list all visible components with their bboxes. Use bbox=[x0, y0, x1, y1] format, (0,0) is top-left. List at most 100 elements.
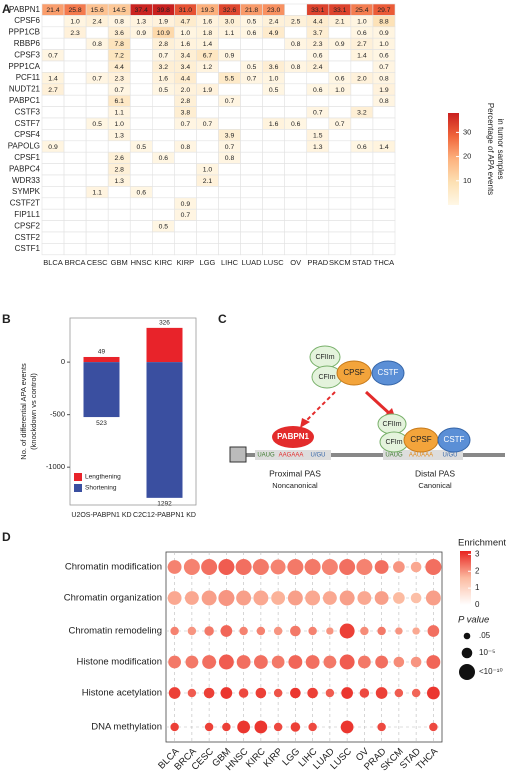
empty-cell bbox=[284, 208, 308, 221]
dot bbox=[425, 590, 441, 606]
empty-cell bbox=[196, 140, 219, 153]
row-label: Chromatin remodeling bbox=[69, 626, 162, 637]
cell-label: 0.5 bbox=[92, 121, 102, 128]
empty-cell bbox=[63, 49, 87, 62]
row-label: CSTF1 bbox=[15, 244, 41, 253]
element-label: AAGAAA bbox=[279, 453, 304, 459]
cell-label: 2.1 bbox=[335, 18, 345, 25]
empty-cell bbox=[372, 197, 396, 210]
row-label: PPP1CB bbox=[8, 28, 40, 37]
dot bbox=[183, 559, 200, 575]
cell-label: 15.6 bbox=[91, 7, 104, 14]
dot bbox=[339, 559, 356, 575]
dot bbox=[236, 590, 252, 606]
bar-segment bbox=[83, 356, 120, 363]
cell-label: 0.6 bbox=[379, 53, 389, 60]
row-label: PAPOLG bbox=[8, 142, 40, 151]
empty-cell bbox=[129, 220, 153, 233]
cell-label: 3.2 bbox=[159, 64, 169, 71]
empty-cell bbox=[129, 83, 153, 96]
y-axis-label: No. of differential APA events bbox=[19, 363, 28, 460]
cell-label: 0.5 bbox=[247, 64, 257, 71]
empty-cell bbox=[63, 231, 87, 244]
cell-label: 0.6 bbox=[313, 87, 323, 94]
exon-box bbox=[229, 446, 247, 463]
cell-label: 0.6 bbox=[357, 144, 367, 151]
cell-label: 1.1 bbox=[92, 189, 102, 196]
empty-cell bbox=[262, 151, 285, 164]
cell-label: 0.6 bbox=[313, 53, 323, 60]
dot bbox=[236, 655, 251, 669]
empty-cell bbox=[129, 72, 153, 85]
legend-title: P value bbox=[458, 615, 489, 626]
dot bbox=[253, 590, 269, 606]
empty-cell bbox=[240, 117, 263, 130]
empty-cell bbox=[372, 129, 396, 142]
cell-label: 1.0 bbox=[114, 121, 124, 128]
empty-cell bbox=[306, 94, 330, 107]
cstf-shape bbox=[437, 427, 471, 453]
row-label: PCF11 bbox=[16, 73, 41, 82]
dot bbox=[201, 590, 217, 606]
dot bbox=[326, 627, 334, 635]
empty-cell bbox=[196, 129, 219, 142]
empty-cell bbox=[174, 129, 197, 142]
dot bbox=[393, 656, 405, 668]
empty-cell bbox=[328, 197, 352, 210]
pas-subtitle: Noncanonical bbox=[272, 481, 318, 490]
empty-cell bbox=[306, 220, 330, 233]
cell-label: 0.9 bbox=[48, 144, 58, 151]
dot bbox=[287, 590, 303, 606]
empty-cell bbox=[63, 117, 87, 130]
empty-cell bbox=[240, 197, 263, 210]
dot bbox=[253, 655, 268, 669]
empty-cell bbox=[218, 117, 241, 130]
cell-label: 2.7 bbox=[48, 87, 58, 94]
arrow-head bbox=[300, 418, 310, 428]
empty-cell bbox=[196, 220, 219, 233]
dot bbox=[218, 559, 235, 575]
cell-label: 0.6 bbox=[291, 121, 301, 128]
empty-cell bbox=[63, 197, 87, 210]
cell-label: 3.7 bbox=[313, 30, 323, 37]
empty-cell bbox=[240, 174, 263, 187]
dot bbox=[168, 687, 181, 699]
pas-title: Distal PAS bbox=[415, 468, 455, 478]
cell-label: 1.6 bbox=[269, 121, 279, 128]
row-label: CPSF2 bbox=[14, 221, 40, 230]
dot bbox=[254, 720, 268, 734]
cell-label: 1.6 bbox=[159, 75, 169, 82]
column-label: PRAD bbox=[307, 258, 328, 267]
empty-cell bbox=[284, 243, 308, 256]
empty-cell bbox=[129, 231, 153, 244]
empty-cell bbox=[63, 186, 87, 199]
cell-label: 0.9 bbox=[225, 53, 235, 60]
column-label: LIHC bbox=[221, 258, 239, 267]
empty-cell bbox=[284, 26, 308, 39]
dot bbox=[360, 626, 369, 636]
empty-cell bbox=[107, 197, 131, 210]
cell-label: 3.0 bbox=[225, 18, 235, 25]
x-tick-label: U2OS-PABPN1 KD bbox=[71, 512, 131, 519]
row-label: WDR33 bbox=[12, 176, 41, 185]
cell-label: 1.4 bbox=[203, 41, 213, 48]
cell-label: 2.5 bbox=[291, 18, 301, 25]
empty-cell bbox=[129, 197, 153, 210]
column-label: LGG bbox=[200, 258, 216, 267]
empty-cell bbox=[63, 60, 87, 73]
bar-segment bbox=[146, 362, 183, 498]
empty-cell bbox=[63, 163, 87, 176]
dot bbox=[287, 559, 304, 575]
dot bbox=[308, 626, 317, 636]
cell-label: 1.2 bbox=[203, 64, 213, 71]
empty-cell bbox=[284, 231, 308, 244]
empty-cell bbox=[350, 186, 374, 199]
empty-cell bbox=[350, 220, 374, 233]
dot bbox=[339, 590, 355, 606]
empty-cell bbox=[262, 49, 285, 62]
empty-cell bbox=[107, 243, 131, 256]
cell-label: 2.4 bbox=[313, 64, 323, 71]
cell-label: 3.4 bbox=[181, 53, 191, 60]
dot bbox=[429, 722, 438, 732]
empty-cell bbox=[284, 94, 308, 107]
